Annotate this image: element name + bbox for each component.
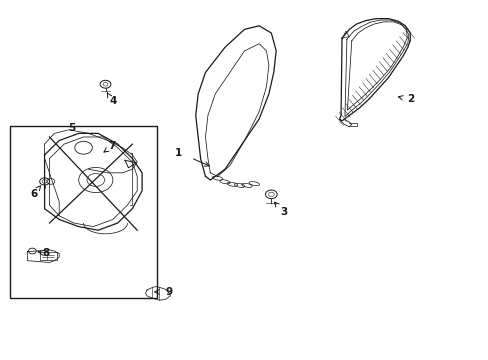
Text: 6: 6 [30,189,38,199]
Text: 8: 8 [42,248,49,258]
Text: 2: 2 [406,94,413,104]
Text: 5: 5 [68,123,75,133]
Text: 3: 3 [279,207,286,217]
Text: 4: 4 [109,96,116,106]
Text: 1: 1 [175,148,182,158]
Bar [10,126,157,298]
Text: 7: 7 [108,141,115,151]
Text: 9: 9 [165,287,172,297]
